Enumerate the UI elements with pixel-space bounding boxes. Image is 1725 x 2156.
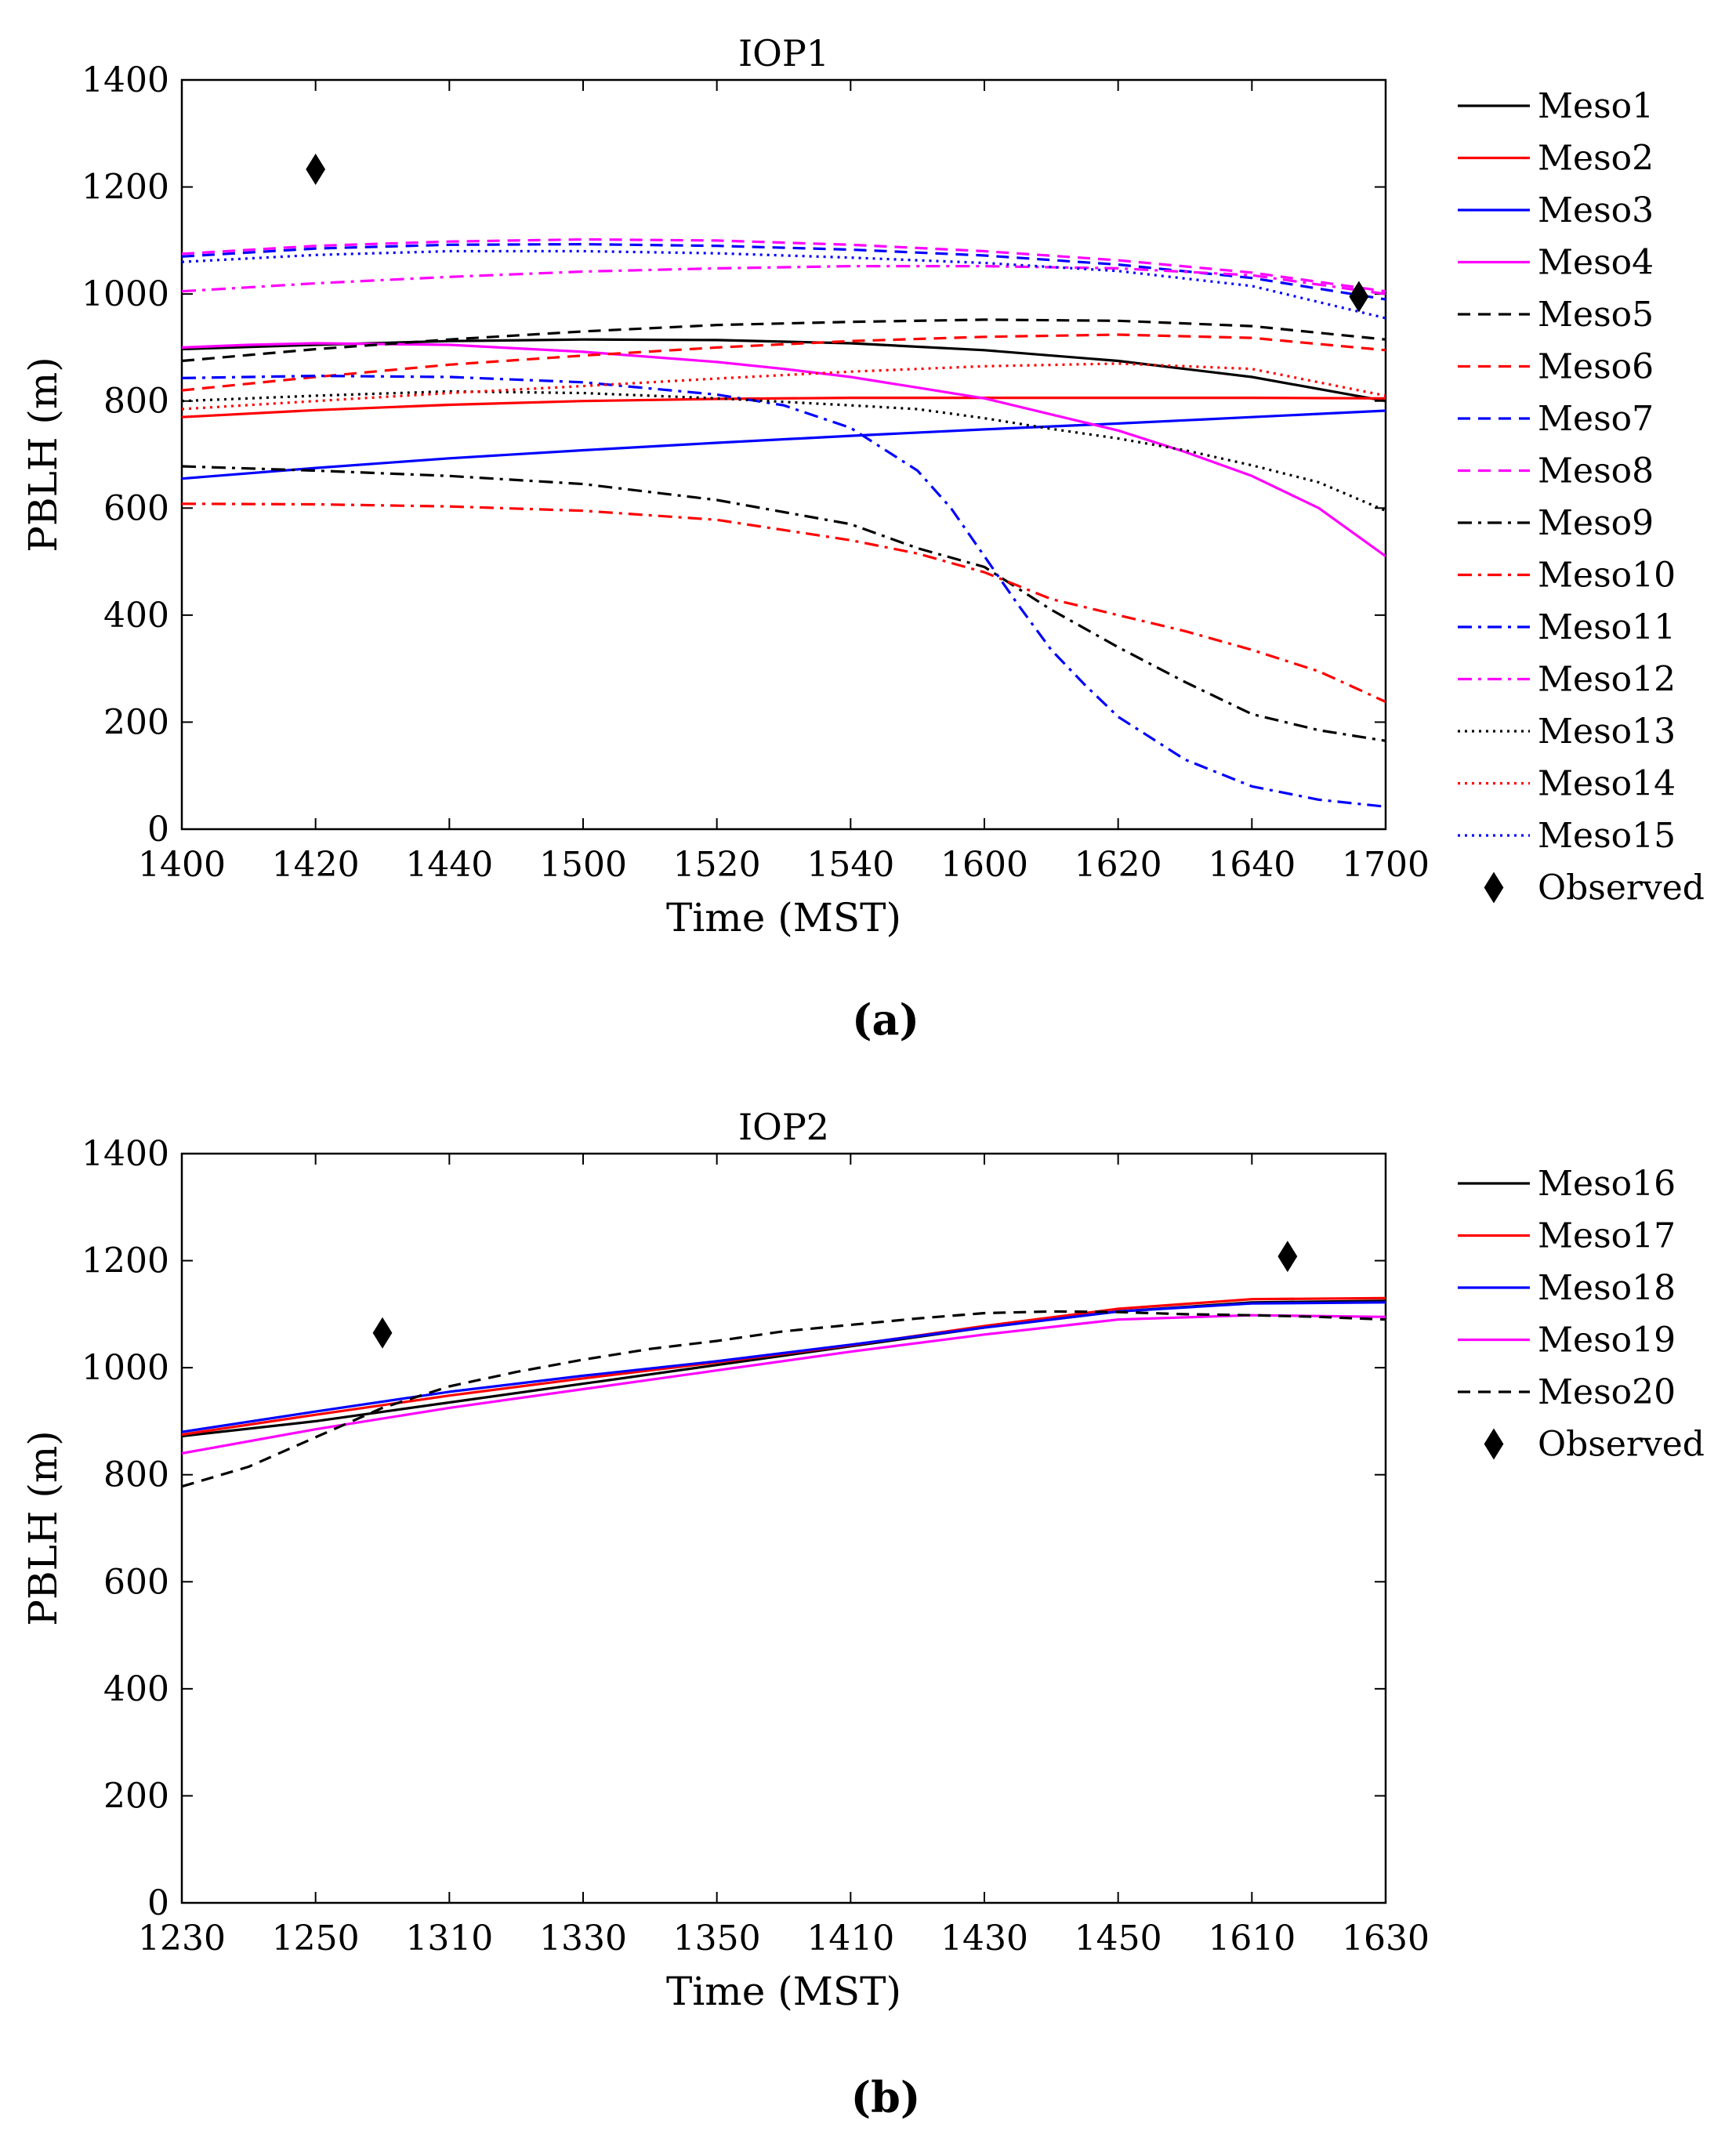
series-line-meso19 [182, 1314, 1386, 1455]
series-line-meso18 [182, 1301, 1386, 1433]
y-tick-label: 1400 [82, 1134, 169, 1174]
legend-label-meso4: Meso4 [1538, 243, 1654, 283]
x-tick-label: 1600 [940, 845, 1028, 885]
legend-label-meso5: Meso5 [1538, 295, 1654, 335]
y-tick-label: 1000 [82, 1348, 169, 1388]
x-tick-label: 1450 [1075, 1919, 1162, 1959]
chart-title: IOP1 [738, 32, 829, 74]
legend-observed-marker [1484, 1428, 1504, 1460]
observed-marker [1277, 1241, 1298, 1273]
legend-label-observed: Observed [1538, 1425, 1705, 1465]
x-tick-label: 1310 [405, 1919, 493, 1959]
legend-label-meso14: Meso14 [1538, 764, 1676, 804]
legend-label-meso19: Meso19 [1538, 1321, 1676, 1361]
panel-label: (b) [851, 2072, 921, 2122]
series-line-meso5 [182, 318, 1386, 363]
legend-label-meso8: Meso8 [1538, 451, 1654, 491]
legend-label-meso13: Meso13 [1538, 712, 1676, 752]
series-line-meso11 [182, 375, 1386, 808]
y-tick-label: 1200 [82, 1241, 169, 1281]
legend-label-meso7: Meso7 [1538, 399, 1654, 439]
legend-label-meso11: Meso11 [1538, 607, 1676, 647]
legend-label-meso1: Meso1 [1538, 86, 1654, 126]
series-line-meso9 [182, 465, 1386, 742]
y-axis-label: PBLH (m) [20, 1430, 66, 1626]
y-tick-label: 1000 [82, 274, 169, 314]
y-tick-label: 800 [103, 1455, 169, 1495]
series-line-meso4 [182, 342, 1386, 557]
series-line-meso20 [182, 1310, 1386, 1488]
y-axis-label: PBLH (m) [20, 357, 66, 553]
y-tick-label: 1400 [82, 60, 169, 100]
x-tick-label: 1430 [940, 1919, 1028, 1959]
legend: Meso16 Meso17 Meso18 Meso19 Meso20 Observed [1458, 1164, 1705, 1465]
chart-title: IOP2 [738, 1106, 829, 1148]
y-tick-label: 600 [103, 488, 169, 528]
y-tick-label: 1200 [82, 168, 169, 208]
x-tick-label: 1230 [138, 1919, 226, 1959]
y-tick-label: 200 [103, 1776, 169, 1816]
series-line-meso15 [182, 249, 1386, 320]
legend-observed-marker [1484, 871, 1504, 904]
x-tick-label: 1700 [1342, 845, 1430, 885]
y-tick-label: 0 [147, 1883, 169, 1923]
legend-label-meso15: Meso15 [1538, 816, 1676, 856]
legend-label-meso17: Meso17 [1538, 1216, 1676, 1256]
legend-label-meso3: Meso3 [1538, 190, 1654, 230]
series-line-meso2 [182, 397, 1386, 419]
x-tick-label: 1620 [1075, 845, 1162, 885]
plot-frame [180, 78, 1387, 831]
legend: Meso1 Meso2 Meso3 Meso4 Meso5 Meso6 Meso7 Meso8… [1458, 86, 1705, 908]
x-tick-label: 1250 [272, 1919, 360, 1959]
y-tick-label: 400 [103, 1669, 169, 1709]
y-tick-label: 800 [103, 382, 169, 422]
x-tick-label: 1640 [1208, 845, 1296, 885]
plot-frame [180, 1152, 1387, 1904]
x-tick-label: 1400 [138, 845, 226, 885]
legend-label-meso20: Meso20 [1538, 1372, 1676, 1412]
x-tick-label: 1350 [673, 1919, 761, 1959]
x-tick-label: 1610 [1208, 1919, 1296, 1959]
x-tick-label: 1540 [806, 845, 894, 885]
observed-marker [306, 154, 326, 186]
observed-marker [1349, 281, 1369, 313]
x-axis-label: Time (MST) [666, 1969, 901, 2014]
legend-label-observed: Observed [1538, 868, 1705, 908]
series-line-meso3 [182, 409, 1386, 480]
x-tick-label: 1630 [1342, 1919, 1430, 1959]
series-line-meso6 [182, 333, 1386, 392]
x-tick-label: 1500 [539, 845, 627, 885]
x-tick-label: 1420 [272, 845, 360, 885]
y-tick-label: 400 [103, 596, 169, 636]
series-line-meso10 [182, 502, 1386, 703]
series-line-meso8 [182, 237, 1386, 293]
legend-label-meso18: Meso18 [1538, 1268, 1676, 1308]
legend-label-meso16: Meso16 [1538, 1164, 1676, 1204]
x-tick-label: 1520 [673, 845, 761, 885]
legend-label-meso12: Meso12 [1538, 660, 1676, 700]
panel-a: IOP1 0 200 400 600 800 1000 1200 1400 1400 1420 144… [20, 32, 1705, 1045]
x-tick-label: 1410 [806, 1919, 894, 1959]
observed-marker [372, 1317, 393, 1349]
y-tick-label: 0 [147, 810, 169, 850]
y-tick-label: 600 [103, 1562, 169, 1602]
legend-label-meso6: Meso6 [1538, 347, 1654, 387]
panel-label: (a) [852, 995, 919, 1045]
series-line-meso1 [182, 338, 1386, 403]
y-tick-label: 200 [103, 702, 169, 742]
x-axis-label: Time (MST) [666, 895, 901, 940]
legend-label-meso2: Meso2 [1538, 139, 1654, 179]
legend-label-meso9: Meso9 [1538, 503, 1654, 543]
series-line-meso12 [182, 265, 1386, 295]
x-tick-label: 1440 [405, 845, 493, 885]
legend-label-meso10: Meso10 [1538, 556, 1676, 596]
panel-b: IOP2 0 200 400 600 800 1000 1200 1400 1230 1250 131… [20, 1106, 1705, 2122]
x-tick-label: 1330 [539, 1919, 627, 1959]
